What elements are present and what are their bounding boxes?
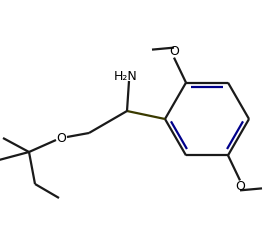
Text: O: O — [235, 180, 245, 193]
Text: O: O — [169, 45, 179, 58]
Text: O: O — [56, 131, 66, 145]
Text: H₂N: H₂N — [114, 70, 138, 82]
